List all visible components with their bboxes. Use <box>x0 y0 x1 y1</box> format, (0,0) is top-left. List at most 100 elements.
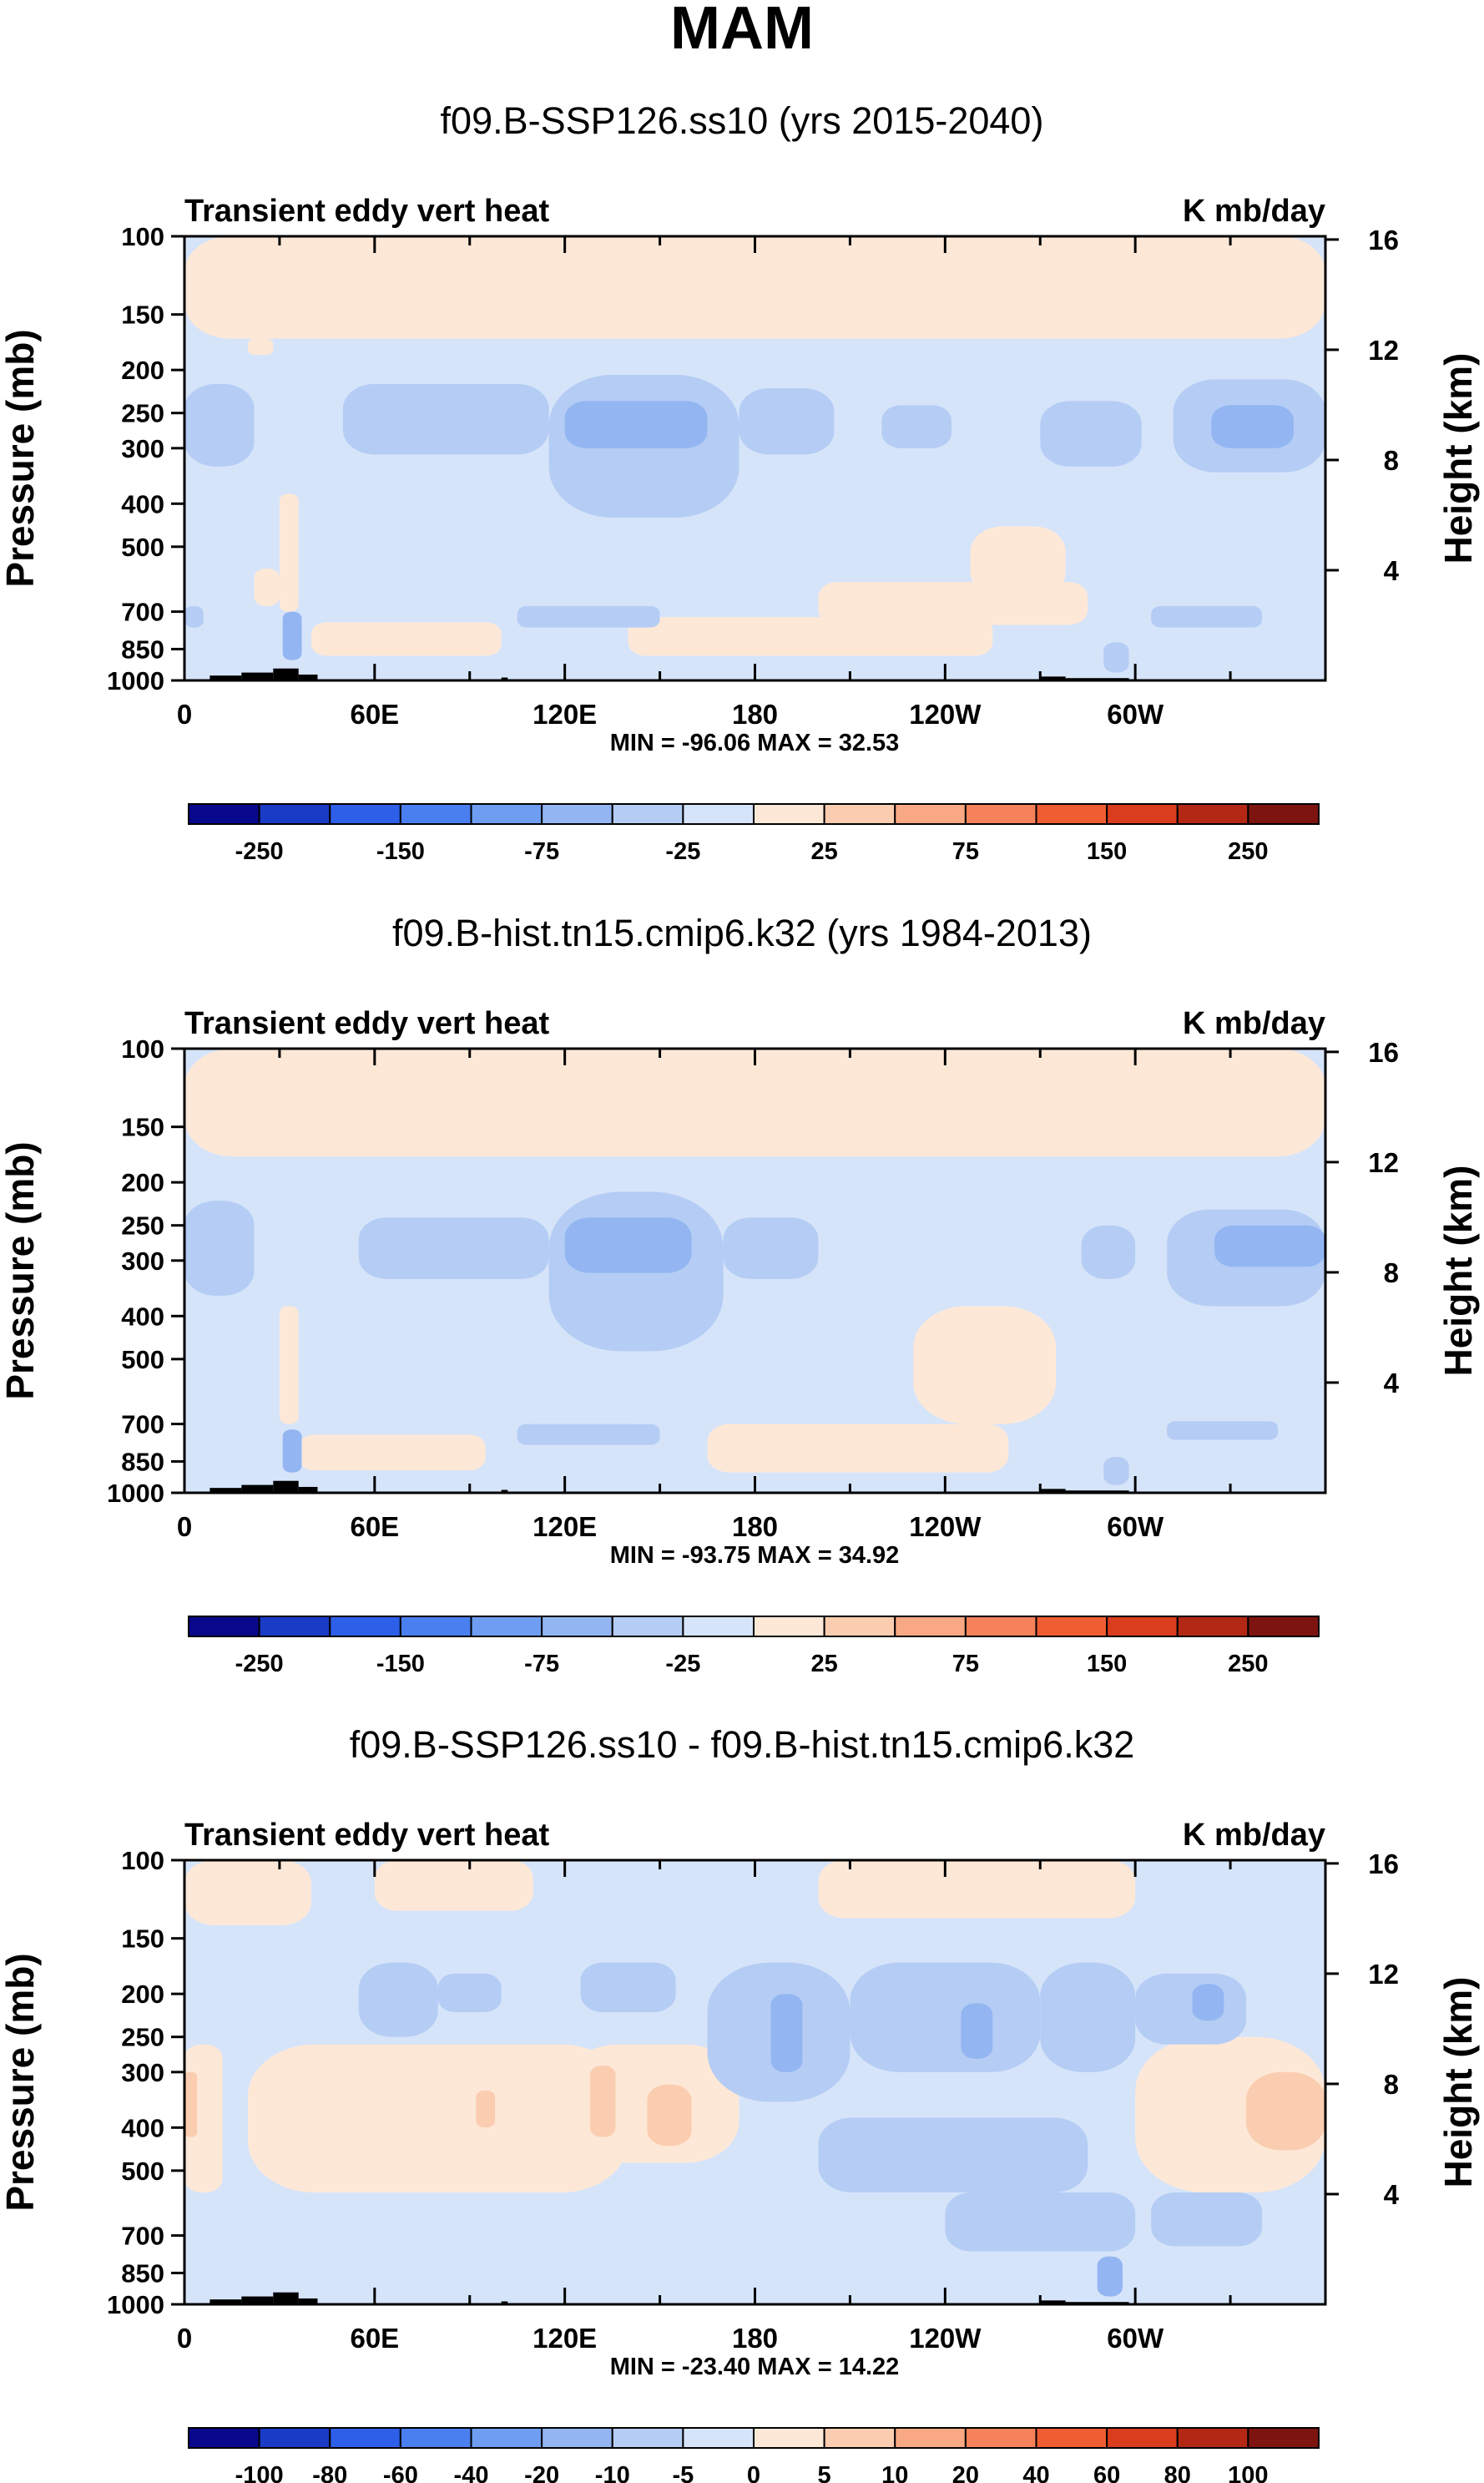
colorbar-box <box>470 1616 543 1637</box>
y-right-axis-title: Height (km) <box>1436 1166 1480 1377</box>
y-tick-label: 300 <box>121 434 164 463</box>
y-tick-label: 400 <box>121 489 164 518</box>
colorbar-box <box>188 803 260 825</box>
colorbar-box <box>541 1616 613 1637</box>
colorbar-box <box>188 1616 260 1637</box>
contour-region <box>945 2192 1136 2252</box>
colorbar-label: -60 <box>383 2462 418 2483</box>
y-tick-label: 300 <box>121 2058 164 2087</box>
units-label: K mb/day <box>1183 194 1325 229</box>
colorbar-label: -250 <box>235 838 284 865</box>
y-tick-label: 250 <box>121 399 164 428</box>
contour-region <box>184 1049 1325 1157</box>
colorbar-box <box>470 2427 543 2449</box>
contour-region <box>818 1860 1136 1919</box>
figure-title: MAM <box>670 0 814 62</box>
contour-region <box>310 622 502 656</box>
contour-region <box>184 1860 311 1925</box>
contour-region <box>564 401 708 448</box>
y-axis-title: Pressure (mb) <box>0 329 42 587</box>
colorbar-label: -100 <box>235 2462 284 2483</box>
colorbar-box <box>541 2427 613 2449</box>
y-tick-label: 100 <box>121 1034 164 1064</box>
colorbar-label: -75 <box>524 838 559 865</box>
contour-region <box>1192 1984 1224 2021</box>
contour-region <box>184 605 204 628</box>
colorbar-label: -20 <box>524 2462 559 2483</box>
colorbar: -100 -80 -60 -40 -20 -10 -5 0 5 10 20 40 60 80 100 <box>188 2427 1320 2483</box>
y-right-axis-title: Height (km) <box>1436 353 1480 564</box>
y-tick-label: 150 <box>121 301 164 330</box>
y-tick-label: 150 <box>121 1113 164 1142</box>
contour-region <box>913 1306 1057 1424</box>
variable-label: Transient eddy vert heat <box>184 194 549 229</box>
colorbar-label: -150 <box>376 1651 425 1677</box>
contour-region <box>580 1962 676 2013</box>
y-axis-title: Pressure (mb) <box>0 1953 42 2211</box>
units-label: K mb/day <box>1183 1006 1325 1041</box>
colorbar-box <box>1106 2427 1179 2449</box>
contour-region <box>970 526 1066 598</box>
contour-region <box>437 1973 502 2013</box>
y-right-tick-label: 8 <box>1384 445 1399 476</box>
x-tick-label: 60W <box>1107 1511 1164 1542</box>
x-tick-label: 60E <box>350 2323 399 2354</box>
contour-region <box>1246 2071 1325 2151</box>
colorbar-box <box>682 803 755 825</box>
topography <box>298 674 318 680</box>
x-tick-label: 60E <box>350 699 399 730</box>
colorbar-box <box>682 1616 755 1637</box>
colorbar-label: -80 <box>312 2462 347 2483</box>
topography <box>273 2292 299 2304</box>
contour-region <box>358 1217 549 1279</box>
colorbar-box <box>1035 803 1108 825</box>
x-tick-label: 120W <box>909 2323 982 2354</box>
colorbar: -250 -150 -75 -25 25 75 150 250 <box>188 1616 1320 1677</box>
colorbar-box <box>399 803 472 825</box>
contour-region <box>374 1860 533 1911</box>
colorbar-box <box>188 2427 260 2449</box>
min-max-stats: MIN = -23.40 MAX = 14.22 <box>610 2354 900 2380</box>
y-tick-label: 150 <box>121 1924 164 1954</box>
colorbar-box <box>823 2427 896 2449</box>
colorbar-box <box>399 1616 472 1637</box>
colorbar-box <box>1176 2427 1249 2449</box>
colorbar-box <box>823 803 896 825</box>
colorbar-box <box>1176 803 1249 825</box>
y-right-tick-label: 8 <box>1384 1257 1399 1288</box>
y-tick-label: 500 <box>121 2157 164 2186</box>
colorbar-box <box>1247 1616 1320 1637</box>
x-tick-label: 120W <box>909 1511 982 1542</box>
x-tick-label: 180 <box>732 1511 778 1542</box>
colorbar-box <box>1247 803 1320 825</box>
x-tick-label: 60W <box>1107 699 1164 730</box>
panel-title: f09.B-SSP126.ss10 - f09.B-hist.tn15.cmip… <box>350 1723 1135 1766</box>
y-right-tick-label: 12 <box>1368 1147 1399 1178</box>
variable-label: Transient eddy vert heat <box>184 1818 549 1853</box>
panel-title: f09.B-SSP126.ss10 (yrs 2015-2040) <box>441 99 1044 142</box>
contour-region <box>184 1201 255 1296</box>
contour-region <box>590 2065 616 2137</box>
panels: f09.B-SSP126.ss10 (yrs 2015-2040) Transie… <box>0 99 1480 2483</box>
colorbar-box <box>611 1616 684 1637</box>
y-tick-label: 850 <box>121 635 164 664</box>
colorbar-label: -75 <box>524 1651 559 1677</box>
colorbar-label: 150 <box>1087 838 1127 865</box>
colorbar-box <box>964 1616 1037 1637</box>
contour-region <box>517 1424 660 1445</box>
colorbar-box <box>399 2427 472 2449</box>
colorbar-box <box>329 1616 401 1637</box>
colorbar-box <box>753 803 825 825</box>
x-tick-label: 60E <box>350 1511 399 1542</box>
y-tick-label: 700 <box>121 2222 164 2251</box>
colorbar-box <box>541 803 613 825</box>
colorbar-label: 60 <box>1093 2462 1120 2483</box>
y-tick-label: 700 <box>121 598 164 627</box>
y-right-tick-label: 12 <box>1368 1959 1399 1990</box>
topography <box>209 1488 242 1493</box>
variable-label: Transient eddy vert heat <box>184 1006 549 1041</box>
topography <box>501 2301 508 2304</box>
contour-region <box>247 2044 628 2193</box>
topography <box>298 1486 318 1493</box>
colorbar-box <box>258 803 331 825</box>
